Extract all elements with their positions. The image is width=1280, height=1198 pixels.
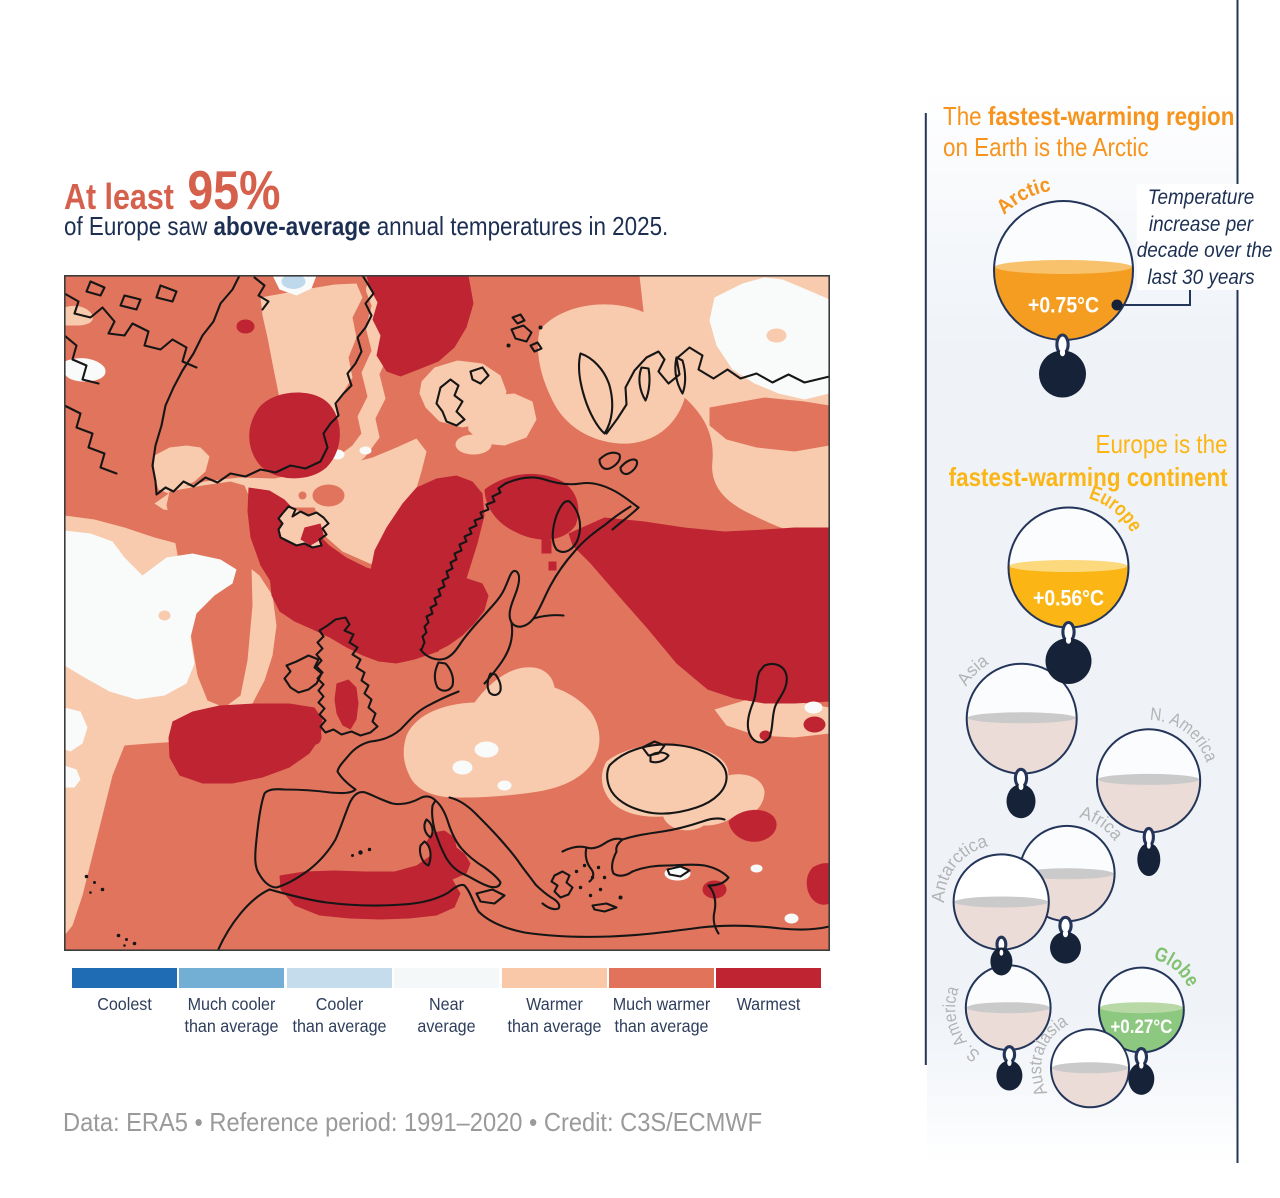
svg-text:+0.75°C: +0.75°C [1028, 293, 1099, 318]
svg-text:+0.56°C: +0.56°C [1033, 586, 1104, 611]
svg-text:+0.27°C: +0.27°C [1110, 1016, 1172, 1038]
